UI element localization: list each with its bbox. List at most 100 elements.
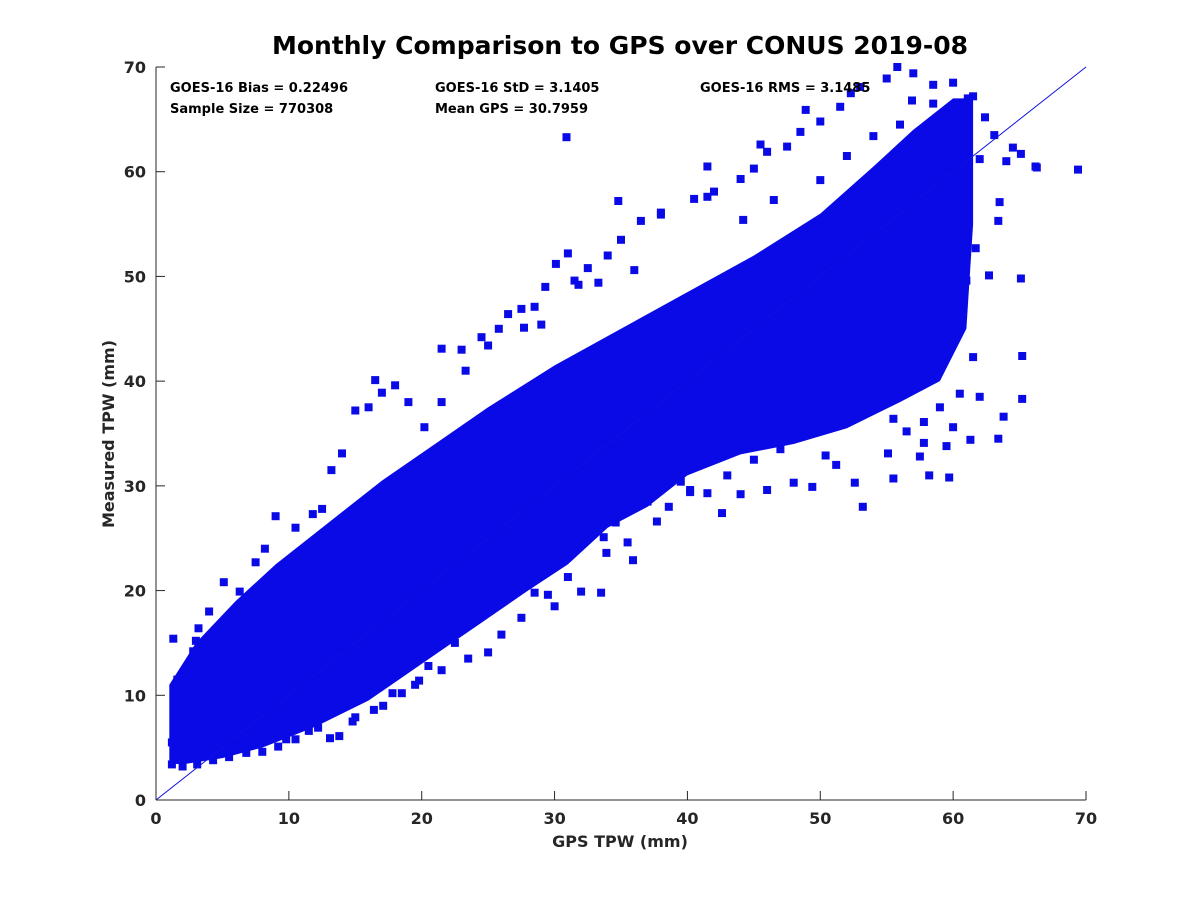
scatter-point [198, 654, 207, 663]
scatter-point [193, 760, 202, 769]
scatter-point [205, 607, 214, 616]
scatter-point [749, 455, 758, 464]
scatter-point [562, 133, 571, 142]
scatter-point [574, 280, 583, 289]
scatter-point [955, 389, 964, 398]
scatter-point [424, 662, 433, 670]
scatter-point [351, 713, 360, 722]
scatter-point [218, 623, 227, 632]
x-tick-label: 0 [150, 809, 161, 828]
axes: 0 10 20 30 40 50 60 70 0 10 20 30 40 50 60 70 [124, 58, 1097, 828]
scatter-point [477, 333, 486, 342]
scatter-point [335, 732, 344, 741]
scatter-point [816, 176, 825, 185]
y-tick-label: 70 [124, 58, 146, 77]
scatter-point [348, 717, 357, 726]
scatter-point [994, 216, 1003, 225]
scatter-point [975, 392, 984, 401]
scatter-point [614, 197, 623, 205]
scatter-point [969, 353, 978, 362]
scatter-point [173, 675, 182, 684]
scatter-point [338, 449, 346, 458]
scatter-point [882, 74, 891, 83]
scatter-point [703, 192, 712, 201]
scatter-point [351, 544, 360, 553]
scatter-point [364, 403, 373, 412]
scatter-point [551, 259, 560, 268]
scatter-point [415, 676, 424, 685]
scatter-point [291, 735, 300, 744]
y-tick-label: 0 [135, 791, 146, 810]
scatter-point [351, 406, 360, 415]
scatter-point [736, 175, 745, 183]
scatter-point [919, 438, 928, 447]
scatter-point [207, 638, 216, 647]
scatter-point [703, 162, 712, 171]
scatter-point [862, 387, 871, 396]
x-tick-label: 60 [942, 809, 964, 828]
x-tick-label: 70 [1075, 809, 1097, 828]
scatter-point [194, 624, 203, 633]
scatter-point [331, 534, 340, 543]
scatter-point [541, 282, 550, 291]
scatter-point [623, 538, 632, 547]
scatter-point [470, 615, 479, 624]
scatter-point [371, 376, 380, 385]
scatter-point [769, 196, 778, 204]
scatter-point [966, 435, 975, 444]
scatter-point [308, 510, 317, 519]
scatter-point [167, 760, 176, 769]
scatter-point [497, 630, 506, 639]
scatter-point [278, 581, 287, 590]
scatter-point [776, 445, 785, 454]
scatter-point [457, 345, 466, 354]
scatter-point [242, 748, 251, 757]
data-points [167, 63, 1082, 771]
scatter-point [664, 502, 673, 511]
scatter-point [247, 591, 256, 600]
scatter-point [1002, 157, 1011, 166]
scatter-point [971, 244, 980, 253]
scatter-point [311, 555, 320, 564]
scatter-point [1008, 143, 1017, 152]
scatter-point [690, 194, 699, 203]
scatter-point [517, 582, 526, 591]
scatter-point [191, 636, 200, 645]
scatter-point [723, 471, 732, 480]
scatter-point [796, 127, 805, 136]
scatter-point [484, 341, 493, 350]
reference-line [155, 66, 1087, 801]
scatter-point [594, 278, 603, 287]
scatter-point [919, 418, 928, 426]
scatter-point [411, 680, 420, 689]
scatter-point [484, 648, 493, 657]
scatter-point [602, 548, 611, 557]
scatter-point [929, 99, 938, 108]
scatter-point [209, 756, 218, 765]
scatter-point [959, 272, 968, 281]
scatter-point [530, 302, 539, 311]
scatter-point [437, 398, 446, 407]
scatter-point [942, 442, 951, 451]
scatter-point [464, 654, 473, 663]
y-tick-label: 20 [124, 582, 146, 601]
scatter-point [397, 689, 406, 698]
scatter-point [909, 69, 918, 78]
scatter-point [836, 102, 845, 111]
x-tick-label: 40 [676, 809, 698, 828]
scatter-point [420, 423, 429, 432]
scatter-point [1018, 394, 1027, 403]
scatter-point [219, 578, 228, 587]
scatter-point [985, 271, 993, 280]
scatter-point [271, 512, 280, 521]
bias-annotation: GOES-16 Bias = 0.22496 [170, 81, 348, 96]
scatter-point [896, 391, 904, 400]
scatter-point [326, 734, 334, 743]
scatter-point [550, 602, 559, 611]
scatter-point [902, 427, 911, 436]
scatter-point [274, 742, 283, 751]
scatter-point [963, 94, 972, 103]
scatter-point [850, 478, 859, 487]
scatter-point [450, 638, 459, 647]
